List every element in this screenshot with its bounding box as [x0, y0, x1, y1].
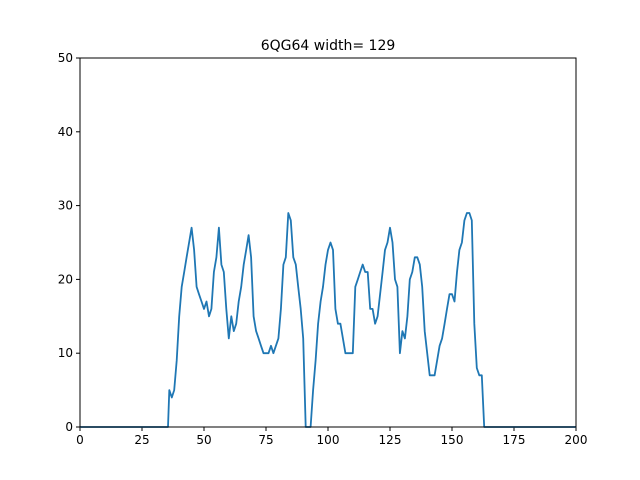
- chart-title: 6QG64 width= 129: [261, 38, 396, 54]
- plot-area-frame: [79, 57, 577, 428]
- y-tick-label: 20: [58, 272, 73, 286]
- y-tick-label: 10: [58, 346, 73, 360]
- y-tick-label: 50: [58, 51, 73, 65]
- y-tick-label: 40: [58, 125, 73, 139]
- x-tick-label: 50: [196, 433, 211, 447]
- x-tick-label: 150: [441, 433, 464, 447]
- x-tick-label: 125: [379, 433, 402, 447]
- data-series-line: [80, 212, 576, 428]
- axis-ticks: 0 25 50 75 100 125 150 175 200 0 10 20 30 40 50: [58, 51, 588, 447]
- x-tick-label: 75: [258, 433, 273, 447]
- x-tick-label: 100: [317, 433, 340, 447]
- x-tick-label: 175: [503, 433, 526, 447]
- y-tick-label: 30: [58, 199, 73, 213]
- x-tick-label: 0: [76, 433, 84, 447]
- y-tick-label: 0: [65, 420, 73, 434]
- x-tick-label: 200: [565, 433, 588, 447]
- x-tick-label: 25: [134, 433, 149, 447]
